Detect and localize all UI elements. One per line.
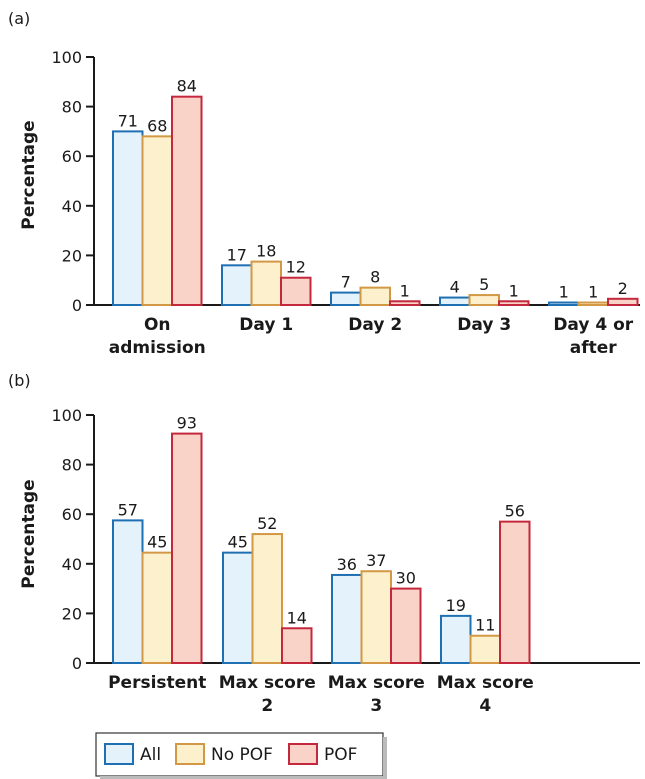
bar-all bbox=[112, 130, 144, 306]
bar-no-pof bbox=[468, 294, 500, 306]
x-category-label: Day 3 bbox=[457, 315, 511, 335]
bar-pof bbox=[280, 276, 312, 307]
data-label: 5 bbox=[479, 275, 489, 294]
data-label: 57 bbox=[118, 500, 138, 519]
y-tick-label: 40 bbox=[62, 555, 82, 574]
data-label: 1 bbox=[509, 281, 519, 300]
data-label: 2 bbox=[618, 279, 628, 298]
bar-pof bbox=[389, 300, 421, 306]
bar-no-pof bbox=[577, 301, 609, 306]
data-label: 1 bbox=[588, 283, 598, 302]
bar-pof bbox=[390, 587, 422, 664]
data-label: 19 bbox=[446, 596, 466, 615]
legend-label: POF bbox=[324, 745, 357, 765]
y-tick-label: 60 bbox=[62, 147, 82, 166]
bar-pof bbox=[607, 297, 639, 306]
data-label: 7 bbox=[341, 273, 351, 292]
bar-all bbox=[439, 296, 471, 306]
bar-no-pof bbox=[250, 260, 282, 307]
bar-pof bbox=[171, 95, 203, 307]
y-tick-label: 0 bbox=[72, 296, 82, 315]
x-category-label: admission bbox=[109, 338, 206, 358]
bar-pof bbox=[499, 520, 531, 665]
x-category-label: Max score bbox=[328, 673, 425, 693]
x-category-label: Max score bbox=[437, 673, 534, 693]
bar-all bbox=[548, 301, 580, 306]
y-tick-label: 100 bbox=[51, 48, 82, 67]
legend-swatch-pof bbox=[288, 743, 318, 765]
legend-swatch-no-pof bbox=[175, 743, 205, 765]
bar-all bbox=[331, 573, 363, 665]
bar-no-pof bbox=[469, 634, 501, 664]
bar-no-pof bbox=[141, 551, 173, 665]
panel-label: (b) bbox=[8, 371, 31, 390]
data-label: 71 bbox=[118, 111, 138, 130]
x-category-label: 4 bbox=[479, 696, 491, 716]
data-label: 93 bbox=[177, 414, 197, 433]
bar-all bbox=[221, 264, 253, 307]
data-label: 1 bbox=[559, 283, 569, 302]
legend-shadow-right bbox=[383, 737, 387, 779]
bar-pof bbox=[171, 432, 203, 664]
bar-all bbox=[330, 291, 362, 307]
bar-all bbox=[112, 519, 144, 665]
y-tick-label: 0 bbox=[72, 654, 82, 673]
bar-no-pof bbox=[359, 286, 391, 307]
x-category-label: 2 bbox=[261, 696, 273, 716]
x-category-label: Day 2 bbox=[348, 315, 402, 335]
y-axis-label: Percentage bbox=[19, 479, 39, 588]
legend-swatch-all bbox=[104, 743, 134, 765]
bar-no-pof bbox=[360, 570, 392, 664]
bar-no-pof bbox=[251, 533, 283, 664]
data-label: 56 bbox=[505, 502, 525, 521]
data-label: 8 bbox=[370, 268, 380, 287]
y-tick-label: 80 bbox=[62, 456, 82, 475]
legend: All No POF POF bbox=[95, 732, 387, 779]
y-tick-label: 20 bbox=[62, 604, 82, 623]
data-label: 14 bbox=[287, 608, 307, 627]
x-category-label: 3 bbox=[370, 696, 382, 716]
data-label: 12 bbox=[286, 258, 306, 277]
data-label: 11 bbox=[475, 616, 495, 635]
bar-all bbox=[440, 614, 472, 665]
y-tick-label: 20 bbox=[62, 246, 82, 265]
data-label: 30 bbox=[396, 569, 416, 588]
x-category-label: On bbox=[144, 315, 171, 335]
bar-no-pof bbox=[141, 135, 173, 306]
data-label: 45 bbox=[228, 533, 248, 552]
panel-label: (a) bbox=[8, 9, 30, 28]
bar-all bbox=[222, 551, 254, 665]
bar-pof bbox=[498, 300, 530, 306]
legend-label: All bbox=[140, 745, 161, 765]
x-category-label: Max score bbox=[219, 673, 316, 693]
data-label: 45 bbox=[147, 533, 167, 552]
y-tick-label: 100 bbox=[51, 406, 82, 425]
y-tick-label: 80 bbox=[62, 98, 82, 117]
data-label: 37 bbox=[366, 551, 386, 570]
legend-shadow-bottom bbox=[100, 776, 387, 779]
y-axis-label: Percentage bbox=[19, 120, 39, 229]
data-label: 84 bbox=[177, 77, 197, 96]
data-label: 4 bbox=[450, 278, 460, 297]
data-label: 18 bbox=[256, 242, 276, 261]
data-label: 1 bbox=[400, 281, 410, 300]
y-tick-label: 40 bbox=[62, 197, 82, 216]
chart-panel-b: (b) Percentage 0 20 40 60 80 100 57 45 93 Persisten… bbox=[8, 371, 640, 716]
y-tick-label: 60 bbox=[62, 505, 82, 524]
legend-label: No POF bbox=[211, 745, 273, 765]
data-label: 36 bbox=[337, 555, 357, 574]
data-label: 68 bbox=[147, 116, 167, 135]
x-category-label: Day 1 bbox=[239, 315, 293, 335]
x-category-label: Day 4 or bbox=[553, 315, 633, 335]
bar-pof bbox=[281, 627, 313, 665]
x-category-label: after bbox=[570, 338, 618, 358]
data-label: 52 bbox=[257, 514, 277, 533]
x-category-label: Persistent bbox=[108, 673, 206, 693]
data-label: 17 bbox=[227, 245, 247, 264]
